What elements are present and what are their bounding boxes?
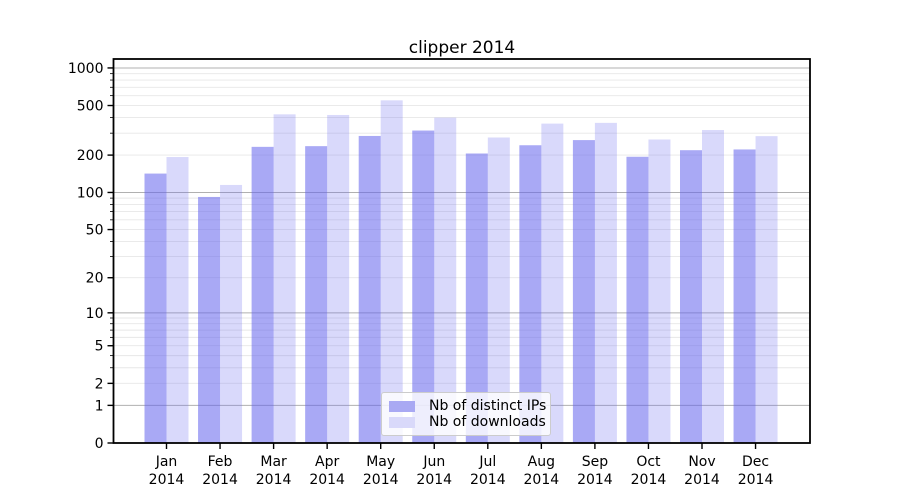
chart-title: clipper 2014 xyxy=(409,38,516,58)
bar-downloads-aug xyxy=(541,123,564,444)
bar-distinct-ips-jan xyxy=(144,173,167,443)
x-tick-label-month: Mar xyxy=(260,454,287,470)
bar-downloads-mar xyxy=(273,114,296,444)
y-tick-label: 100 xyxy=(77,185,104,201)
bar-downloads-may xyxy=(380,100,403,443)
x-tick-label-month: Oct xyxy=(636,454,661,470)
bar-distinct-ips-feb xyxy=(198,196,221,443)
legend-swatch-distinct-ips xyxy=(389,400,415,412)
bar-downloads-jul xyxy=(487,137,510,444)
plot-border-rect xyxy=(112,58,811,444)
bar-downloads-oct xyxy=(648,139,671,443)
x-tick-label-month: Jul xyxy=(478,454,496,470)
y-tick-label: 200 xyxy=(77,148,104,164)
y-tick-label: 1 xyxy=(95,398,104,414)
x-tick-label-year: 2014 xyxy=(524,472,560,488)
y-tick-label: 50 xyxy=(86,223,104,239)
legend-swatch-downloads xyxy=(389,416,415,428)
x-tick-label-year: 2014 xyxy=(631,472,667,488)
y-tick-label: 20 xyxy=(86,271,104,287)
bar-distinct-ips-mar xyxy=(251,146,274,443)
x-tick-label-month: Dec xyxy=(742,454,769,470)
x-tick-label-month: Jun xyxy=(422,454,445,470)
bar-downloads-sep xyxy=(594,122,617,443)
x-tick-label-month: Feb xyxy=(208,454,233,470)
x-tick-label-year: 2014 xyxy=(684,472,720,488)
x-tick-label-month: Aug xyxy=(528,454,555,470)
x-tick-label-month: Jan xyxy=(155,454,178,470)
x-tick-label-year: 2014 xyxy=(202,472,238,488)
y-tick-label: 500 xyxy=(77,99,104,115)
legend-label-downloads: Nb of downloads xyxy=(429,414,546,430)
bar-distinct-ips-oct xyxy=(626,156,649,443)
bar-downloads-feb xyxy=(220,184,243,443)
x-tick-label-month: Sep xyxy=(582,454,609,470)
x-tick-label-year: 2014 xyxy=(256,472,292,488)
legend: Nb of distinct IPs Nb of downloads xyxy=(381,392,551,436)
x-tick-label-year: 2014 xyxy=(149,472,185,488)
x-tick-label-month: Apr xyxy=(315,454,339,470)
bar-distinct-ips-dec xyxy=(733,149,756,443)
bar-distinct-ips-may xyxy=(358,135,381,444)
y-tick-label: 2 xyxy=(95,376,104,392)
axis-tick-labels: 0 1 2 5 10 20 50 100 200 500 1000 Jan 2014 Feb 2014 Mar… xyxy=(68,61,774,488)
x-tick-label-month: May xyxy=(366,454,395,470)
bar-distinct-ips-nov xyxy=(680,150,702,444)
bar-distinct-ips-jun xyxy=(412,130,435,443)
x-tick-label-year: 2014 xyxy=(363,472,399,488)
y-tick-label: 0 xyxy=(95,436,104,452)
bar-downloads-nov xyxy=(702,130,724,443)
bar-downloads-dec xyxy=(755,136,778,443)
y-tick-label: 5 xyxy=(95,339,104,355)
legend-item-downloads: Nb of downloads xyxy=(389,414,546,430)
bars-group xyxy=(144,100,778,444)
plot-border xyxy=(112,58,811,444)
y-tick-label: 1000 xyxy=(68,61,104,77)
bar-distinct-ips-sep xyxy=(572,140,595,443)
bar-distinct-ips-aug xyxy=(519,145,542,443)
x-tick-label-year: 2014 xyxy=(470,472,506,488)
bar-downloads-jan xyxy=(166,157,189,443)
bar-downloads-jun xyxy=(434,117,457,443)
legend-label-distinct-ips: Nb of distinct IPs xyxy=(429,398,547,414)
axis-ticks xyxy=(107,67,757,449)
legend-item-distinct-ips: Nb of distinct IPs xyxy=(389,398,546,414)
x-tick-label-year: 2014 xyxy=(738,472,774,488)
bar-distinct-ips-apr xyxy=(305,146,328,443)
x-tick-label-year: 2014 xyxy=(416,472,452,488)
y-tick-label: 10 xyxy=(86,306,104,322)
bar-distinct-ips-jul xyxy=(465,153,488,443)
x-tick-label-year: 2014 xyxy=(577,472,613,488)
x-tick-label-month: Nov xyxy=(688,454,715,470)
bar-downloads-apr xyxy=(327,114,350,444)
x-tick-label-year: 2014 xyxy=(309,472,345,488)
